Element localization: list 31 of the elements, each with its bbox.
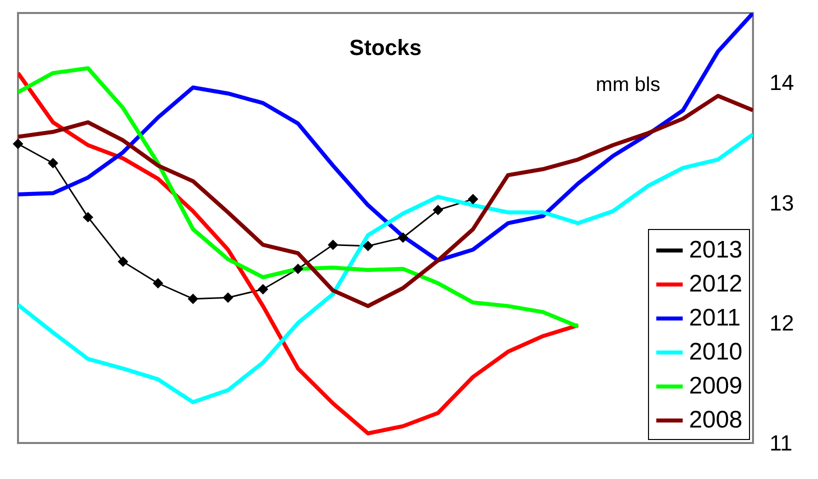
point (152, 278, 164, 288)
y-tick-label: 14 (770, 70, 794, 96)
legend-label: 2010 (689, 338, 742, 366)
y-tick-label: 11 (770, 430, 792, 456)
point (82, 212, 94, 222)
y-tick-label: 12 (770, 310, 794, 336)
line-series (18, 66, 580, 328)
text: Stocks (349, 34, 422, 60)
point (258, 284, 268, 294)
legend-label: 2008 (689, 406, 742, 434)
point (12, 138, 24, 150)
line-series (18, 13, 753, 262)
line-series (18, 132, 753, 404)
y-tick-label: 13 (770, 190, 794, 216)
legend-label: 2011 (689, 304, 741, 332)
point (48, 158, 58, 168)
point (328, 240, 338, 250)
point (222, 292, 234, 303)
legend-label: 2013 (689, 236, 742, 264)
line-series (18, 94, 753, 308)
point (468, 194, 478, 204)
point (118, 256, 128, 267)
point (188, 294, 198, 304)
line-series (18, 71, 580, 436)
legend-label: 2012 (689, 270, 742, 298)
annotation: mm bls (596, 74, 660, 96)
point (292, 264, 304, 274)
point (432, 204, 444, 216)
legend-label: 2009 (689, 372, 742, 400)
point (362, 240, 374, 252)
point (398, 232, 408, 243)
